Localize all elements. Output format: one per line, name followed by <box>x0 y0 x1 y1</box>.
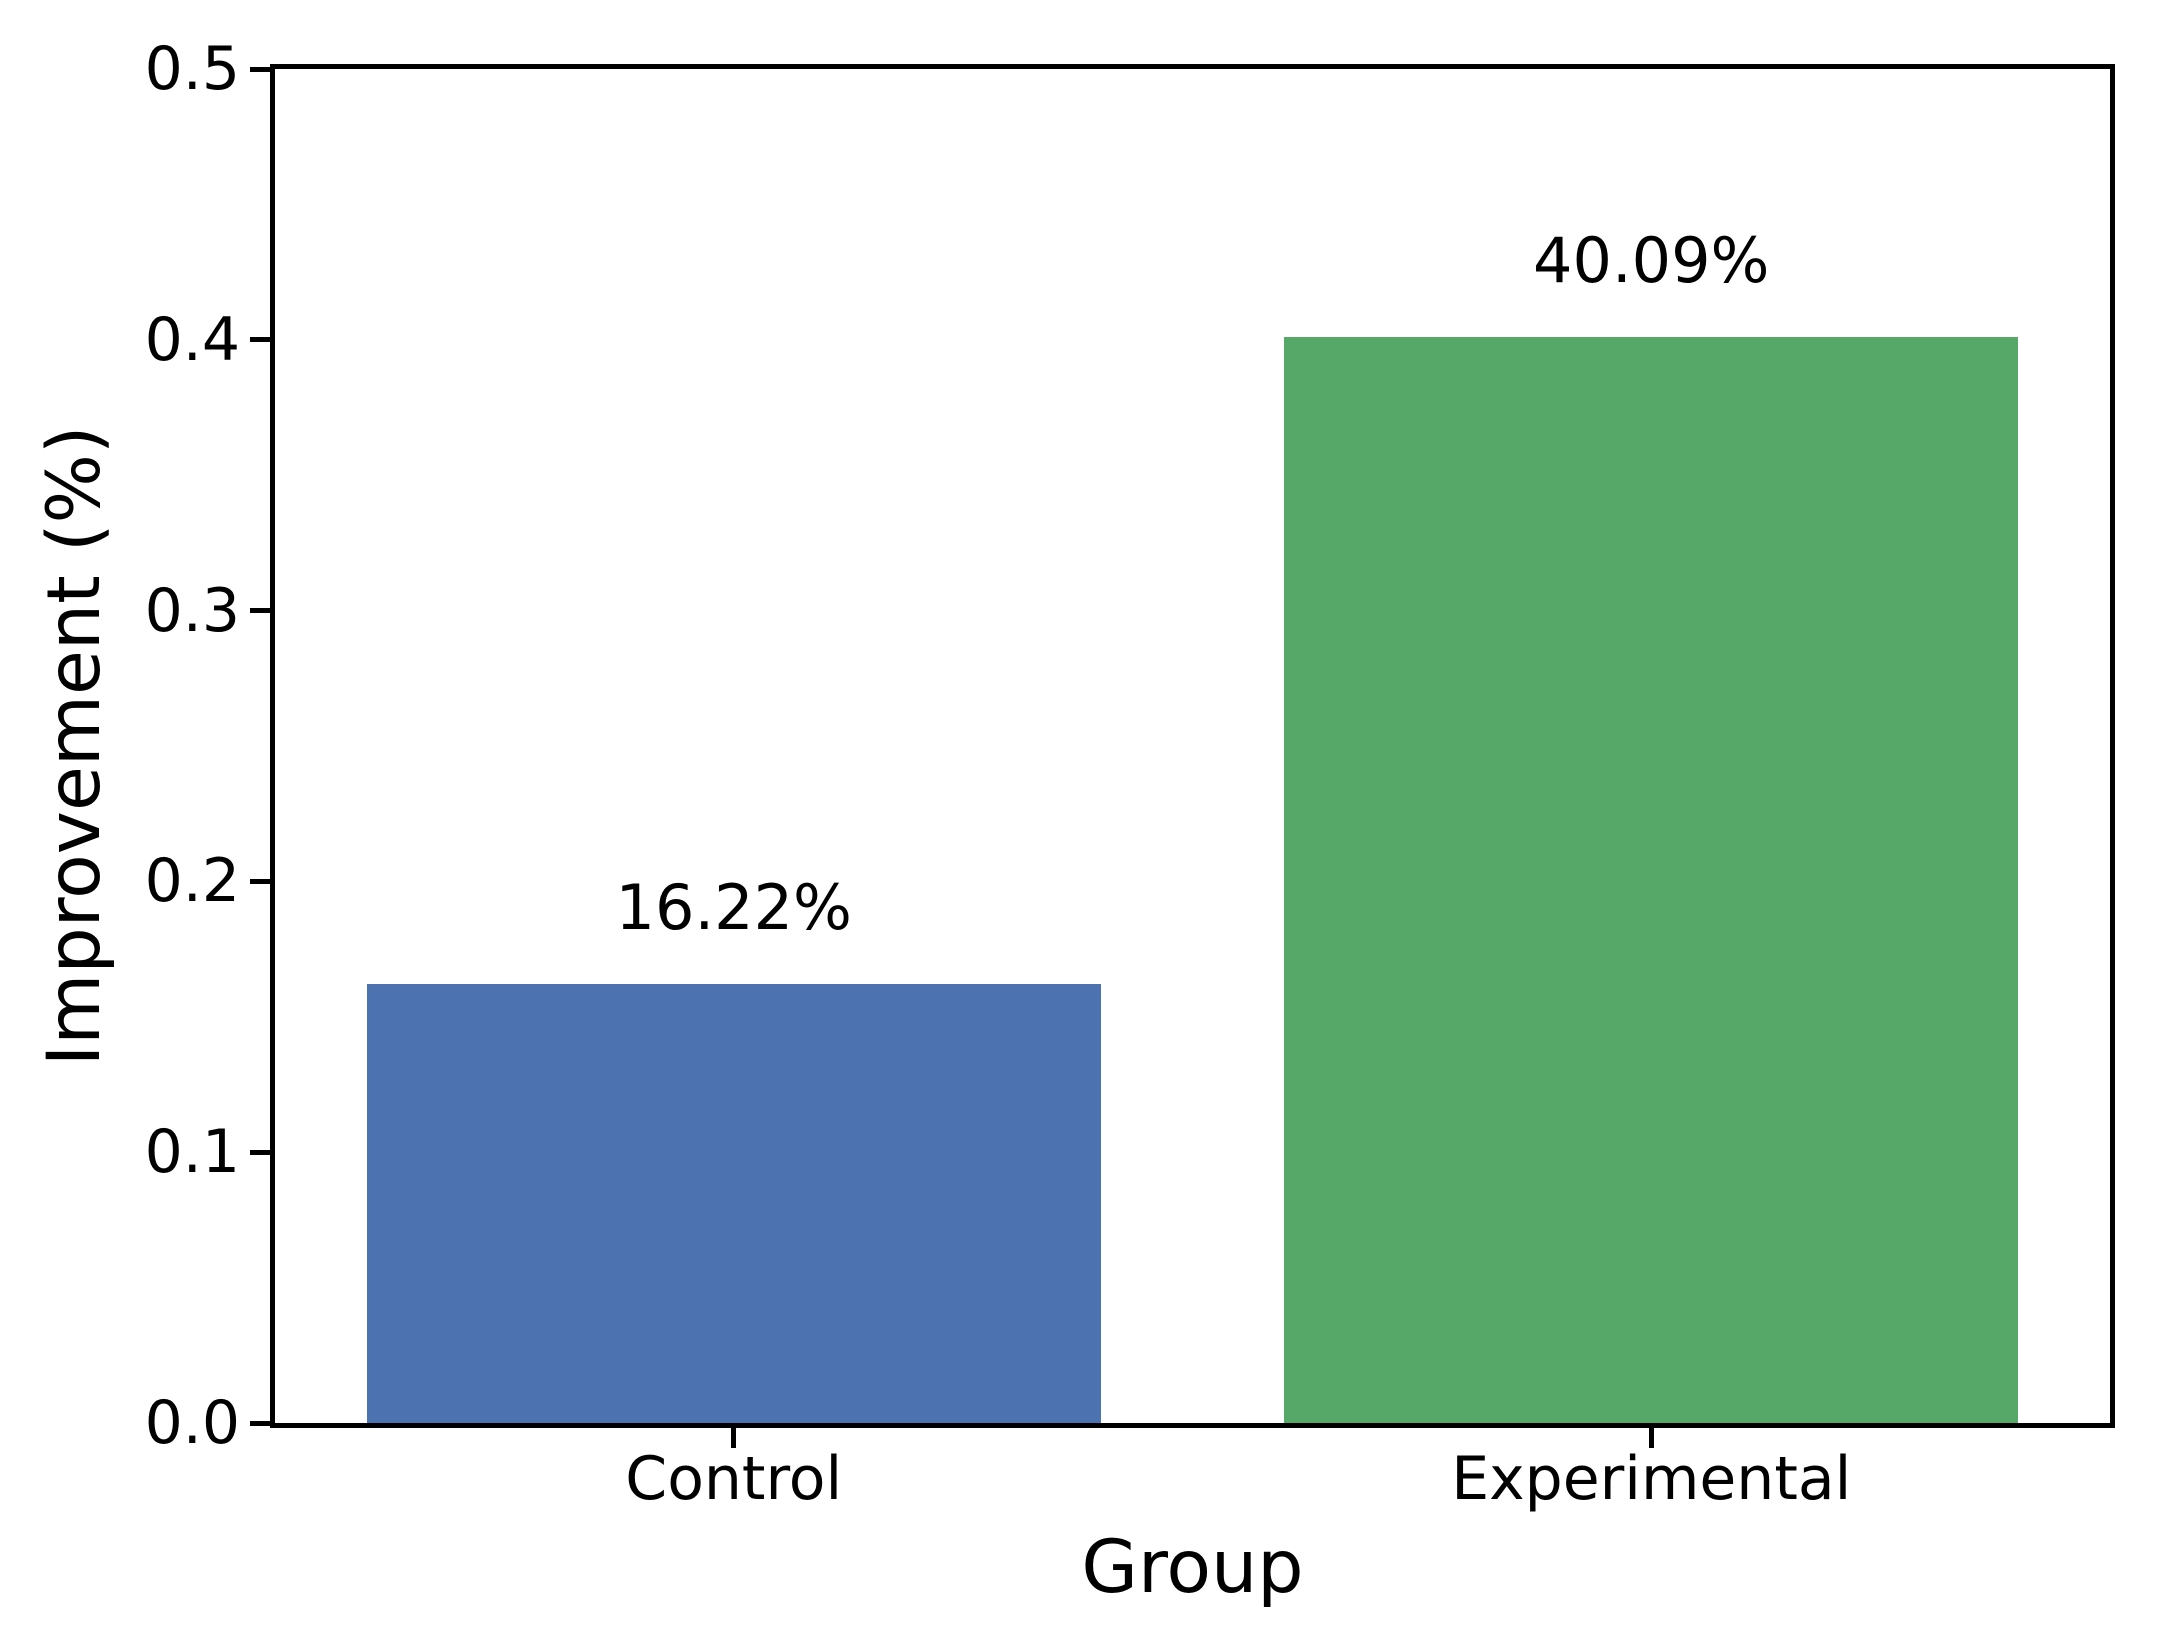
y-tick-mark-0.3 <box>250 608 270 614</box>
x-tick-mark-experimental <box>1648 1428 1654 1448</box>
y-tick-label-0.5: 0.5 <box>144 34 240 104</box>
x-axis-label: Group <box>1081 1525 1304 1610</box>
bar-experimental <box>1284 337 2019 1423</box>
y-tick-mark-0.0 <box>250 1420 270 1426</box>
y-tick-label-0.3: 0.3 <box>144 575 240 646</box>
bar-control <box>366 983 1101 1423</box>
y-tick-mark-0.1 <box>250 1149 270 1155</box>
y-tick-label-0.0: 0.0 <box>144 1388 240 1458</box>
y-tick-mark-0.5 <box>250 66 270 72</box>
x-tick-label-control: Control <box>625 1444 843 1514</box>
y-tick-mark-0.4 <box>250 337 270 343</box>
y-axis-label: Improvement (%) <box>32 425 117 1067</box>
y-tick-label-0.1: 0.1 <box>144 1117 240 1188</box>
bar-value-label-experimental: 40.09% <box>1533 224 1770 298</box>
y-tick-label-0.4: 0.4 <box>144 304 240 375</box>
y-tick-mark-0.2 <box>250 878 270 884</box>
y-tick-label-0.2: 0.2 <box>144 846 240 917</box>
x-tick-mark-control <box>731 1428 737 1448</box>
x-tick-label-experimental: Experimental <box>1451 1444 1852 1514</box>
bar-value-label-control: 16.22% <box>615 870 852 944</box>
plot-area <box>270 64 2115 1428</box>
